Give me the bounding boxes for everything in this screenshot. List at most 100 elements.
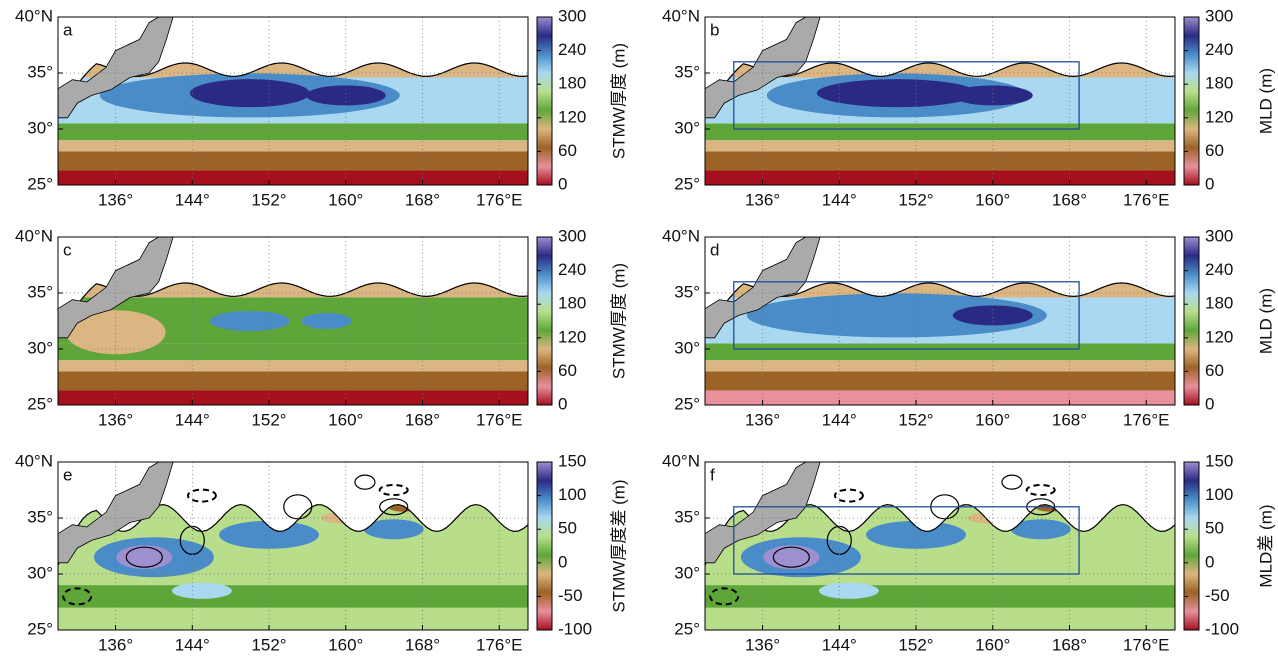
colorbar-tick-label: 300 bbox=[1205, 6, 1233, 25]
y-tick-label: 30° bbox=[27, 563, 53, 582]
field-patch bbox=[189, 79, 310, 108]
contour bbox=[283, 494, 313, 520]
x-tick-label: 176°E bbox=[476, 410, 523, 429]
contour-dashed bbox=[709, 587, 740, 606]
x-tick-label: 136° bbox=[98, 190, 133, 209]
colorbar-tick-label: -50 bbox=[558, 586, 583, 605]
contour-dashed bbox=[378, 484, 409, 496]
field-patch bbox=[209, 311, 290, 331]
colorbar-tick-label: 150 bbox=[558, 451, 586, 470]
contour-dashed bbox=[62, 587, 93, 606]
panel-frame bbox=[704, 461, 1176, 631]
colorbar-tick-label: 60 bbox=[1205, 361, 1224, 380]
colorbar bbox=[536, 236, 553, 406]
colorbar-tick-label: 100 bbox=[1205, 485, 1233, 504]
x-tick-label: 152° bbox=[898, 190, 933, 209]
colorbar bbox=[1183, 461, 1200, 631]
field-band bbox=[705, 170, 1175, 185]
field-band bbox=[705, 585, 1175, 608]
colorbar-tick-label: 0 bbox=[1205, 394, 1214, 413]
colorbar-tick-label: 0 bbox=[558, 394, 567, 413]
field-band bbox=[58, 390, 528, 405]
land bbox=[57, 16, 174, 119]
y-tick-label: 25° bbox=[27, 174, 53, 193]
y-tick-label: 40°N bbox=[662, 6, 700, 25]
colorbar-label: MLD (m) bbox=[1256, 288, 1275, 354]
colorbar bbox=[536, 461, 553, 631]
field-band bbox=[705, 140, 1175, 152]
colorbar-tick-label: 120 bbox=[558, 107, 586, 126]
coast-line bbox=[704, 503, 1176, 566]
y-tick-label: 40°N bbox=[662, 226, 700, 245]
region-box bbox=[733, 61, 1080, 130]
contour bbox=[772, 546, 810, 568]
y-tick-label: 35° bbox=[27, 282, 53, 301]
x-tick-label: 144° bbox=[175, 635, 210, 654]
colorbar-tick-label: 60 bbox=[1205, 141, 1224, 160]
colorbar-tick-label: 300 bbox=[558, 226, 586, 245]
colorbar-label: STMW厚度 (m) bbox=[609, 263, 628, 379]
y-tick-label: 40°N bbox=[15, 226, 53, 245]
colorbar-tick-label: 60 bbox=[558, 141, 577, 160]
colorbar-tick-label: 240 bbox=[558, 260, 586, 279]
colorbar-tick-label: 0 bbox=[1205, 552, 1214, 571]
field-band bbox=[58, 123, 528, 141]
contour-dashed bbox=[186, 488, 217, 503]
colorbar bbox=[1183, 16, 1200, 186]
x-tick-label: 160° bbox=[975, 410, 1010, 429]
field-band bbox=[705, 343, 1175, 361]
y-tick-label: 40°N bbox=[15, 6, 53, 25]
y-tick-label: 30° bbox=[27, 338, 53, 357]
colorbar-tick-label: -100 bbox=[1205, 619, 1239, 638]
field-patch bbox=[1010, 519, 1071, 540]
x-tick-label: 144° bbox=[822, 410, 857, 429]
x-tick-label: 144° bbox=[822, 635, 857, 654]
y-tick-label: 40°N bbox=[15, 451, 53, 470]
x-tick-label: 136° bbox=[98, 635, 133, 654]
y-tick-label: 30° bbox=[27, 118, 53, 137]
colorbar-tick-label: 120 bbox=[1205, 327, 1233, 346]
colorbar-tick-label: 100 bbox=[558, 485, 586, 504]
map-field bbox=[58, 282, 528, 405]
colorbar-tick-label: 180 bbox=[1205, 294, 1233, 313]
colorbar-tick-label: 300 bbox=[558, 6, 586, 25]
panel-label: c bbox=[63, 240, 72, 259]
colorbar-tick-label: -100 bbox=[558, 619, 592, 638]
colorbar-tick-label: 0 bbox=[1205, 174, 1214, 193]
x-tick-label: 136° bbox=[98, 410, 133, 429]
y-tick-label: 25° bbox=[27, 619, 53, 638]
x-tick-label: 160° bbox=[328, 410, 363, 429]
x-tick-label: 176°E bbox=[1123, 190, 1170, 209]
colorbar-tick-label: 150 bbox=[1205, 451, 1233, 470]
contour bbox=[1001, 474, 1023, 490]
y-tick-label: 35° bbox=[674, 507, 700, 526]
x-tick-label: 144° bbox=[175, 410, 210, 429]
panel-label: a bbox=[63, 20, 73, 39]
contour bbox=[379, 498, 409, 516]
panel-frame bbox=[704, 236, 1176, 406]
x-tick-label: 168° bbox=[1052, 190, 1087, 209]
x-tick-label: 176°E bbox=[1123, 635, 1170, 654]
land bbox=[57, 236, 174, 339]
x-tick-label: 152° bbox=[251, 410, 286, 429]
coast-line bbox=[57, 503, 529, 566]
colorbar bbox=[1183, 236, 1200, 406]
y-tick-label: 25° bbox=[674, 619, 700, 638]
field-band bbox=[705, 371, 1175, 391]
field-band bbox=[705, 390, 1175, 405]
contour-dashed bbox=[1025, 484, 1056, 496]
contour bbox=[354, 474, 376, 490]
field-patch bbox=[363, 519, 424, 540]
colorbar-label: STMW厚度差 (m) bbox=[609, 479, 628, 612]
field-band bbox=[58, 151, 528, 171]
field-band bbox=[705, 123, 1175, 141]
y-tick-label: 35° bbox=[674, 62, 700, 81]
panel-label: d bbox=[710, 240, 719, 259]
colorbar-tick-label: 180 bbox=[1205, 74, 1233, 93]
field-band bbox=[58, 360, 528, 372]
field-band bbox=[58, 140, 528, 152]
x-tick-label: 144° bbox=[175, 190, 210, 209]
x-tick-label: 168° bbox=[1052, 410, 1087, 429]
x-tick-label: 176°E bbox=[476, 190, 523, 209]
land bbox=[57, 461, 174, 564]
